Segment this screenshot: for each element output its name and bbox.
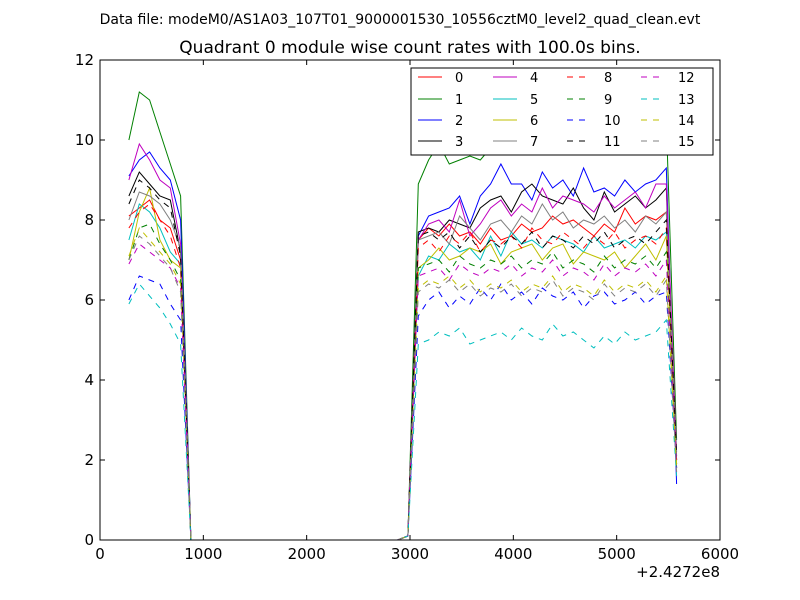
legend-label-9: 9 — [604, 93, 612, 108]
file-caption: Data file: modeM0/AS1A03_107T01_90000015… — [100, 12, 701, 28]
series-line-11 — [128, 179, 678, 541]
series-lines — [128, 91, 678, 541]
chart-title: Quadrant 0 module wise count rates with … — [179, 38, 640, 58]
y-tick-label: 0 — [84, 531, 94, 549]
series-line-12 — [128, 243, 678, 541]
series-line-9 — [128, 223, 678, 541]
series-line-3 — [128, 171, 678, 541]
y-tick-label: 6 — [84, 291, 94, 309]
series-line-8 — [128, 203, 678, 541]
series-line-6 — [128, 186, 678, 541]
legend-label-14: 14 — [678, 114, 695, 129]
axis-ticks — [99, 59, 721, 541]
legend-label-2: 2 — [455, 114, 463, 129]
x-tick-label: 5000 — [598, 545, 636, 563]
y-tick-label: 10 — [75, 131, 94, 149]
series-line-13 — [128, 283, 678, 541]
legend-label-4: 4 — [530, 71, 538, 86]
legend-label-10: 10 — [604, 114, 621, 129]
series-line-10 — [128, 275, 678, 541]
y-tick-label: 2 — [84, 451, 94, 469]
x-tick-label: 0 — [95, 545, 105, 563]
legend-label-7: 7 — [530, 135, 538, 150]
legend-label-0: 0 — [455, 71, 463, 86]
legend-label-11: 11 — [604, 135, 621, 150]
legend-label-3: 3 — [455, 135, 463, 150]
series-line-5 — [128, 203, 678, 541]
legend-frame — [410, 67, 714, 156]
series-line-7 — [128, 191, 678, 541]
legend-label-5: 5 — [530, 93, 538, 108]
legend-label-12: 12 — [678, 71, 695, 86]
x-tick-label: 4000 — [494, 545, 532, 563]
legend-label-6: 6 — [530, 114, 538, 129]
y-tick-label: 12 — [75, 51, 94, 69]
x-tick-label: 1000 — [184, 545, 222, 563]
y-tick-label: 8 — [84, 211, 94, 229]
y-tick-label: 4 — [84, 371, 94, 389]
x-offset-label: +2.4272e8 — [636, 563, 720, 581]
x-tick-label: 2000 — [288, 545, 326, 563]
series-line-15 — [128, 235, 678, 541]
x-tick-label: 3000 — [391, 545, 429, 563]
legend-label-8: 8 — [604, 71, 612, 86]
series-line-1 — [128, 91, 678, 541]
legend-label-1: 1 — [455, 93, 463, 108]
x-tick-label: 6000 — [701, 545, 739, 563]
series-line-2 — [128, 151, 678, 541]
legend-label-15: 15 — [678, 135, 695, 150]
series-line-14 — [128, 227, 678, 541]
series-line-4 — [128, 142, 678, 541]
series-line-0 — [128, 199, 678, 541]
legend-label-13: 13 — [678, 93, 695, 108]
